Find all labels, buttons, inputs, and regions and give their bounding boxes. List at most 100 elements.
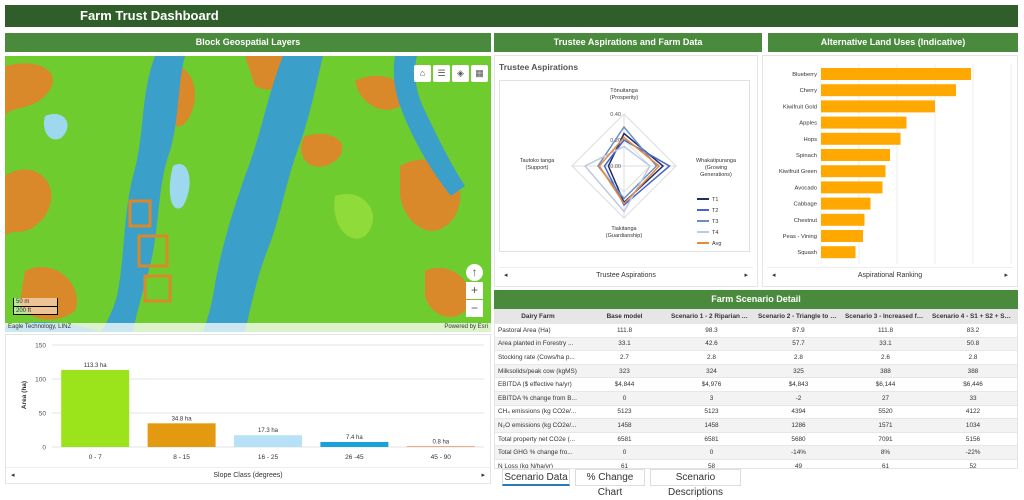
bar	[147, 423, 216, 447]
table-cell: 111.8	[581, 323, 668, 338]
scenario-table: Dairy Farm Base model Scenario 1 - 2 Ripar…	[495, 310, 1017, 468]
table-row[interactable]: N₂O emissions (kg CO2e/... 1458 1458 1286 15…	[495, 418, 1017, 433]
table-cell: 323	[581, 364, 668, 379]
chevron-right-icon[interactable]: ▸	[1004, 272, 1008, 279]
table-cell: 33	[929, 391, 1017, 406]
radar-axis-label: (Growing	[705, 165, 727, 171]
radar-tick-label: 0.40	[610, 112, 621, 118]
table-cell: 388	[929, 364, 1017, 379]
category-label: Squash	[797, 250, 817, 256]
radar-axis-label: Tiakitanga	[611, 226, 637, 232]
landuse-nav-label: Aspirational Ranking	[857, 272, 923, 279]
column-header[interactable]: Base model	[581, 310, 668, 325]
category-label: Kiwifruit Green	[779, 169, 817, 175]
column-header[interactable]: Scenario 3 - Increased far...	[842, 310, 929, 325]
table-cell: 324	[668, 364, 755, 379]
row-label: EBITDA % change from B...	[495, 391, 581, 406]
zoom-out-icon[interactable]: −	[466, 300, 483, 317]
table-row[interactable]: Total GHG % change fro... 0 0 -14% 8% -22%	[495, 445, 1017, 461]
radar-series	[603, 139, 671, 207]
column-header[interactable]: Scenario 4 - S1 + S2 + S3 ...	[929, 310, 1017, 325]
bar-data-label: 34.8 ha	[172, 416, 193, 422]
table-row[interactable]: Pastoral Area (Ha) 111.8 98.3 87.9 111.8 83.2	[495, 323, 1017, 338]
panel-title-aspirations: Trustee Aspirations and Farm Data	[494, 33, 762, 52]
aspirations-title: Trustee Aspirations	[499, 62, 579, 72]
row-label: Area planted in Forestry ...	[495, 337, 581, 352]
table-cell: 49	[755, 459, 842, 468]
category-label: Spinach	[796, 153, 817, 159]
bar	[821, 213, 865, 226]
table-row[interactable]: Milksolids/peak cow (kgMS) 323 324 325 388 38…	[495, 364, 1017, 379]
tab-change-chart[interactable]: % Change Chart	[575, 469, 645, 498]
powered-by-esri[interactable]: Powered by Esri	[444, 324, 488, 330]
bar	[320, 441, 389, 447]
table-cell: 5680	[755, 432, 842, 447]
zoom-in-icon[interactable]: +	[466, 282, 483, 299]
table-cell: 2.8	[929, 350, 1017, 365]
scale-bar-imperial: 200 ft	[16, 308, 32, 314]
bar	[821, 132, 901, 145]
compass-icon[interactable]: ↑	[466, 264, 483, 281]
table-cell: $6,446	[929, 377, 1017, 393]
home-icon[interactable]: ⌂	[414, 65, 431, 82]
table-cell: 5123	[668, 405, 755, 420]
radar-axis-label: Generations)	[700, 172, 732, 178]
radar-series	[583, 145, 651, 213]
table-row[interactable]: Area planted in Forestry ... 33.1 42.6 57.7…	[495, 337, 1017, 352]
chevron-left-icon[interactable]: ◂	[504, 272, 508, 279]
chevron-right-icon[interactable]: ▸	[481, 472, 485, 479]
tab-scenario-descriptions[interactable]: Scenario Descriptions	[650, 469, 741, 498]
table-row[interactable]: N Loss (kg N/ha/yr) 61 58 49 61 52	[495, 459, 1017, 468]
map-attribution: Eagle Technology, LINZ Powered by Esri	[5, 323, 491, 332]
category-label: Peas - Vining	[783, 234, 817, 240]
table-row[interactable]: Stocking rate (Cows/ha p... 2.7 2.8 2.8 2.6 2…	[495, 350, 1017, 365]
attribution-text: Eagle Technology, LINZ	[8, 324, 72, 330]
layers-icon[interactable]: ◈	[452, 65, 469, 82]
table-row[interactable]: EBITDA % change from B... 0 3 -2 27 33	[495, 391, 1017, 406]
category-label: Blueberry	[792, 72, 817, 78]
table-cell: 2.8	[668, 350, 755, 365]
y-tick-label: 100	[35, 377, 46, 384]
table-cell: 57.7	[755, 337, 842, 352]
table-header-row: Dairy Farm Base model Scenario 1 - 2 Ripar…	[495, 310, 1017, 325]
legend-icon[interactable]: ☰	[433, 65, 450, 82]
table-cell: -22%	[929, 445, 1017, 461]
chevron-left-icon[interactable]: ◂	[772, 272, 776, 279]
table-cell: 1571	[842, 418, 929, 433]
table-cell: 4394	[755, 405, 842, 420]
column-header[interactable]: Dairy Farm	[495, 310, 581, 325]
table-row[interactable]: EBITDA ($ effective ha/yr) $4,844 $4,976 $4…	[495, 377, 1017, 393]
table-cell: -2	[755, 391, 842, 406]
column-header[interactable]: Scenario 2 - Triangle to K...	[755, 310, 842, 325]
table-row[interactable]: CH₄ emissions (kg CO2e/... 5123 5123 4394 55…	[495, 405, 1017, 420]
scale-bar: 50 m 200 ft	[13, 298, 58, 315]
table-cell: 0	[668, 445, 755, 461]
chevron-right-icon[interactable]: ▸	[744, 272, 748, 279]
bar	[821, 197, 871, 210]
chevron-left-icon[interactable]: ◂	[11, 472, 15, 479]
table-cell: 0	[581, 391, 668, 406]
table-cell: 87.9	[755, 323, 842, 338]
panel-title-scenario: Farm Scenario Detail	[494, 290, 1018, 309]
table-cell: 52	[929, 459, 1017, 468]
radar-axis-label: Whakatipuranga	[696, 158, 737, 164]
tab-scenario-data[interactable]: Scenario Data	[502, 469, 570, 486]
map-view[interactable]: ⌂ ☰ ◈ ▦ ↑ + − 50 m 200 ft Eagle Technolo…	[5, 56, 491, 332]
y-tick-label: 150	[35, 343, 46, 350]
table-cell: 42.6	[668, 337, 755, 352]
legend-label: T3	[712, 219, 718, 225]
legend-label: T1	[712, 197, 718, 203]
land-use-chart: Blueberry Cherry Kiwifruit Gold Apples Hops S…	[779, 64, 1012, 264]
row-label: N₂O emissions (kg CO2e/...	[495, 418, 581, 433]
scenario-table-wrap[interactable]: Dairy Farm Base model Scenario 1 - 2 Ripar…	[494, 309, 1018, 469]
basemap-gallery-icon[interactable]: ▦	[471, 65, 488, 82]
bar-data-label: 0.8 ha	[432, 439, 449, 445]
table-cell: 7091	[842, 432, 929, 447]
table-cell: 83.2	[929, 323, 1017, 338]
table-cell: 4122	[929, 405, 1017, 420]
column-header[interactable]: Scenario 1 - 2 Riparian Ar...	[668, 310, 755, 325]
table-row[interactable]: Total property net CO2e (... 6581 6581 5680…	[495, 432, 1017, 447]
x-tick-label: 8 - 15	[173, 454, 190, 461]
radar-axis-label: (Guardianship)	[606, 233, 643, 239]
table-cell: 5156	[929, 432, 1017, 447]
